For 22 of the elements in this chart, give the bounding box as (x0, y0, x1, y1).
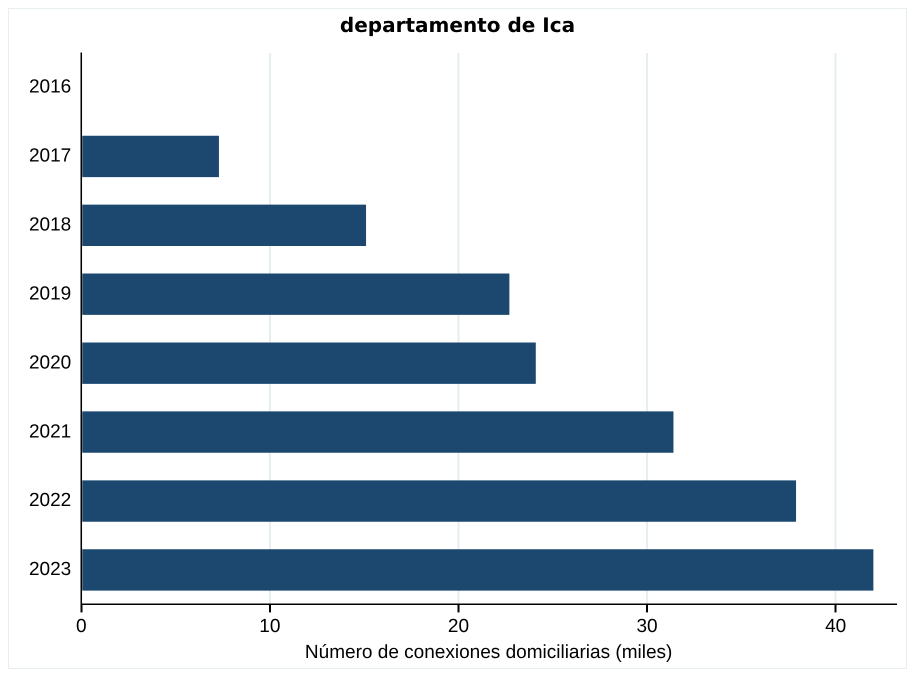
bar (82, 274, 510, 315)
y-tick-label: 2017 (28, 146, 72, 167)
bar (82, 136, 219, 178)
x-tick-label: 10 (259, 616, 280, 638)
bar (82, 549, 874, 591)
y-tick-label: 2020 (28, 352, 72, 374)
x-tick-label: 30 (636, 616, 658, 638)
bar (82, 411, 674, 453)
bar (82, 342, 536, 384)
y-tick-label: 2018 (28, 214, 72, 236)
y-tick-label: 2019 (28, 283, 72, 304)
x-tick-label: 20 (448, 616, 470, 638)
y-tick-label: 2022 (28, 490, 72, 512)
y-tick-label: 2016 (28, 76, 72, 98)
y-tick-label: 2023 (28, 559, 72, 580)
x-axis-title: Número de conexiones domiciliarias (miles) (304, 642, 672, 663)
x-tick-label: 0 (76, 616, 87, 638)
chart-title: departamento de Ica (340, 13, 576, 38)
bar (82, 480, 796, 522)
bar (82, 204, 366, 246)
x-tick-label: 40 (825, 616, 846, 638)
y-tick-label: 2021 (28, 421, 72, 442)
